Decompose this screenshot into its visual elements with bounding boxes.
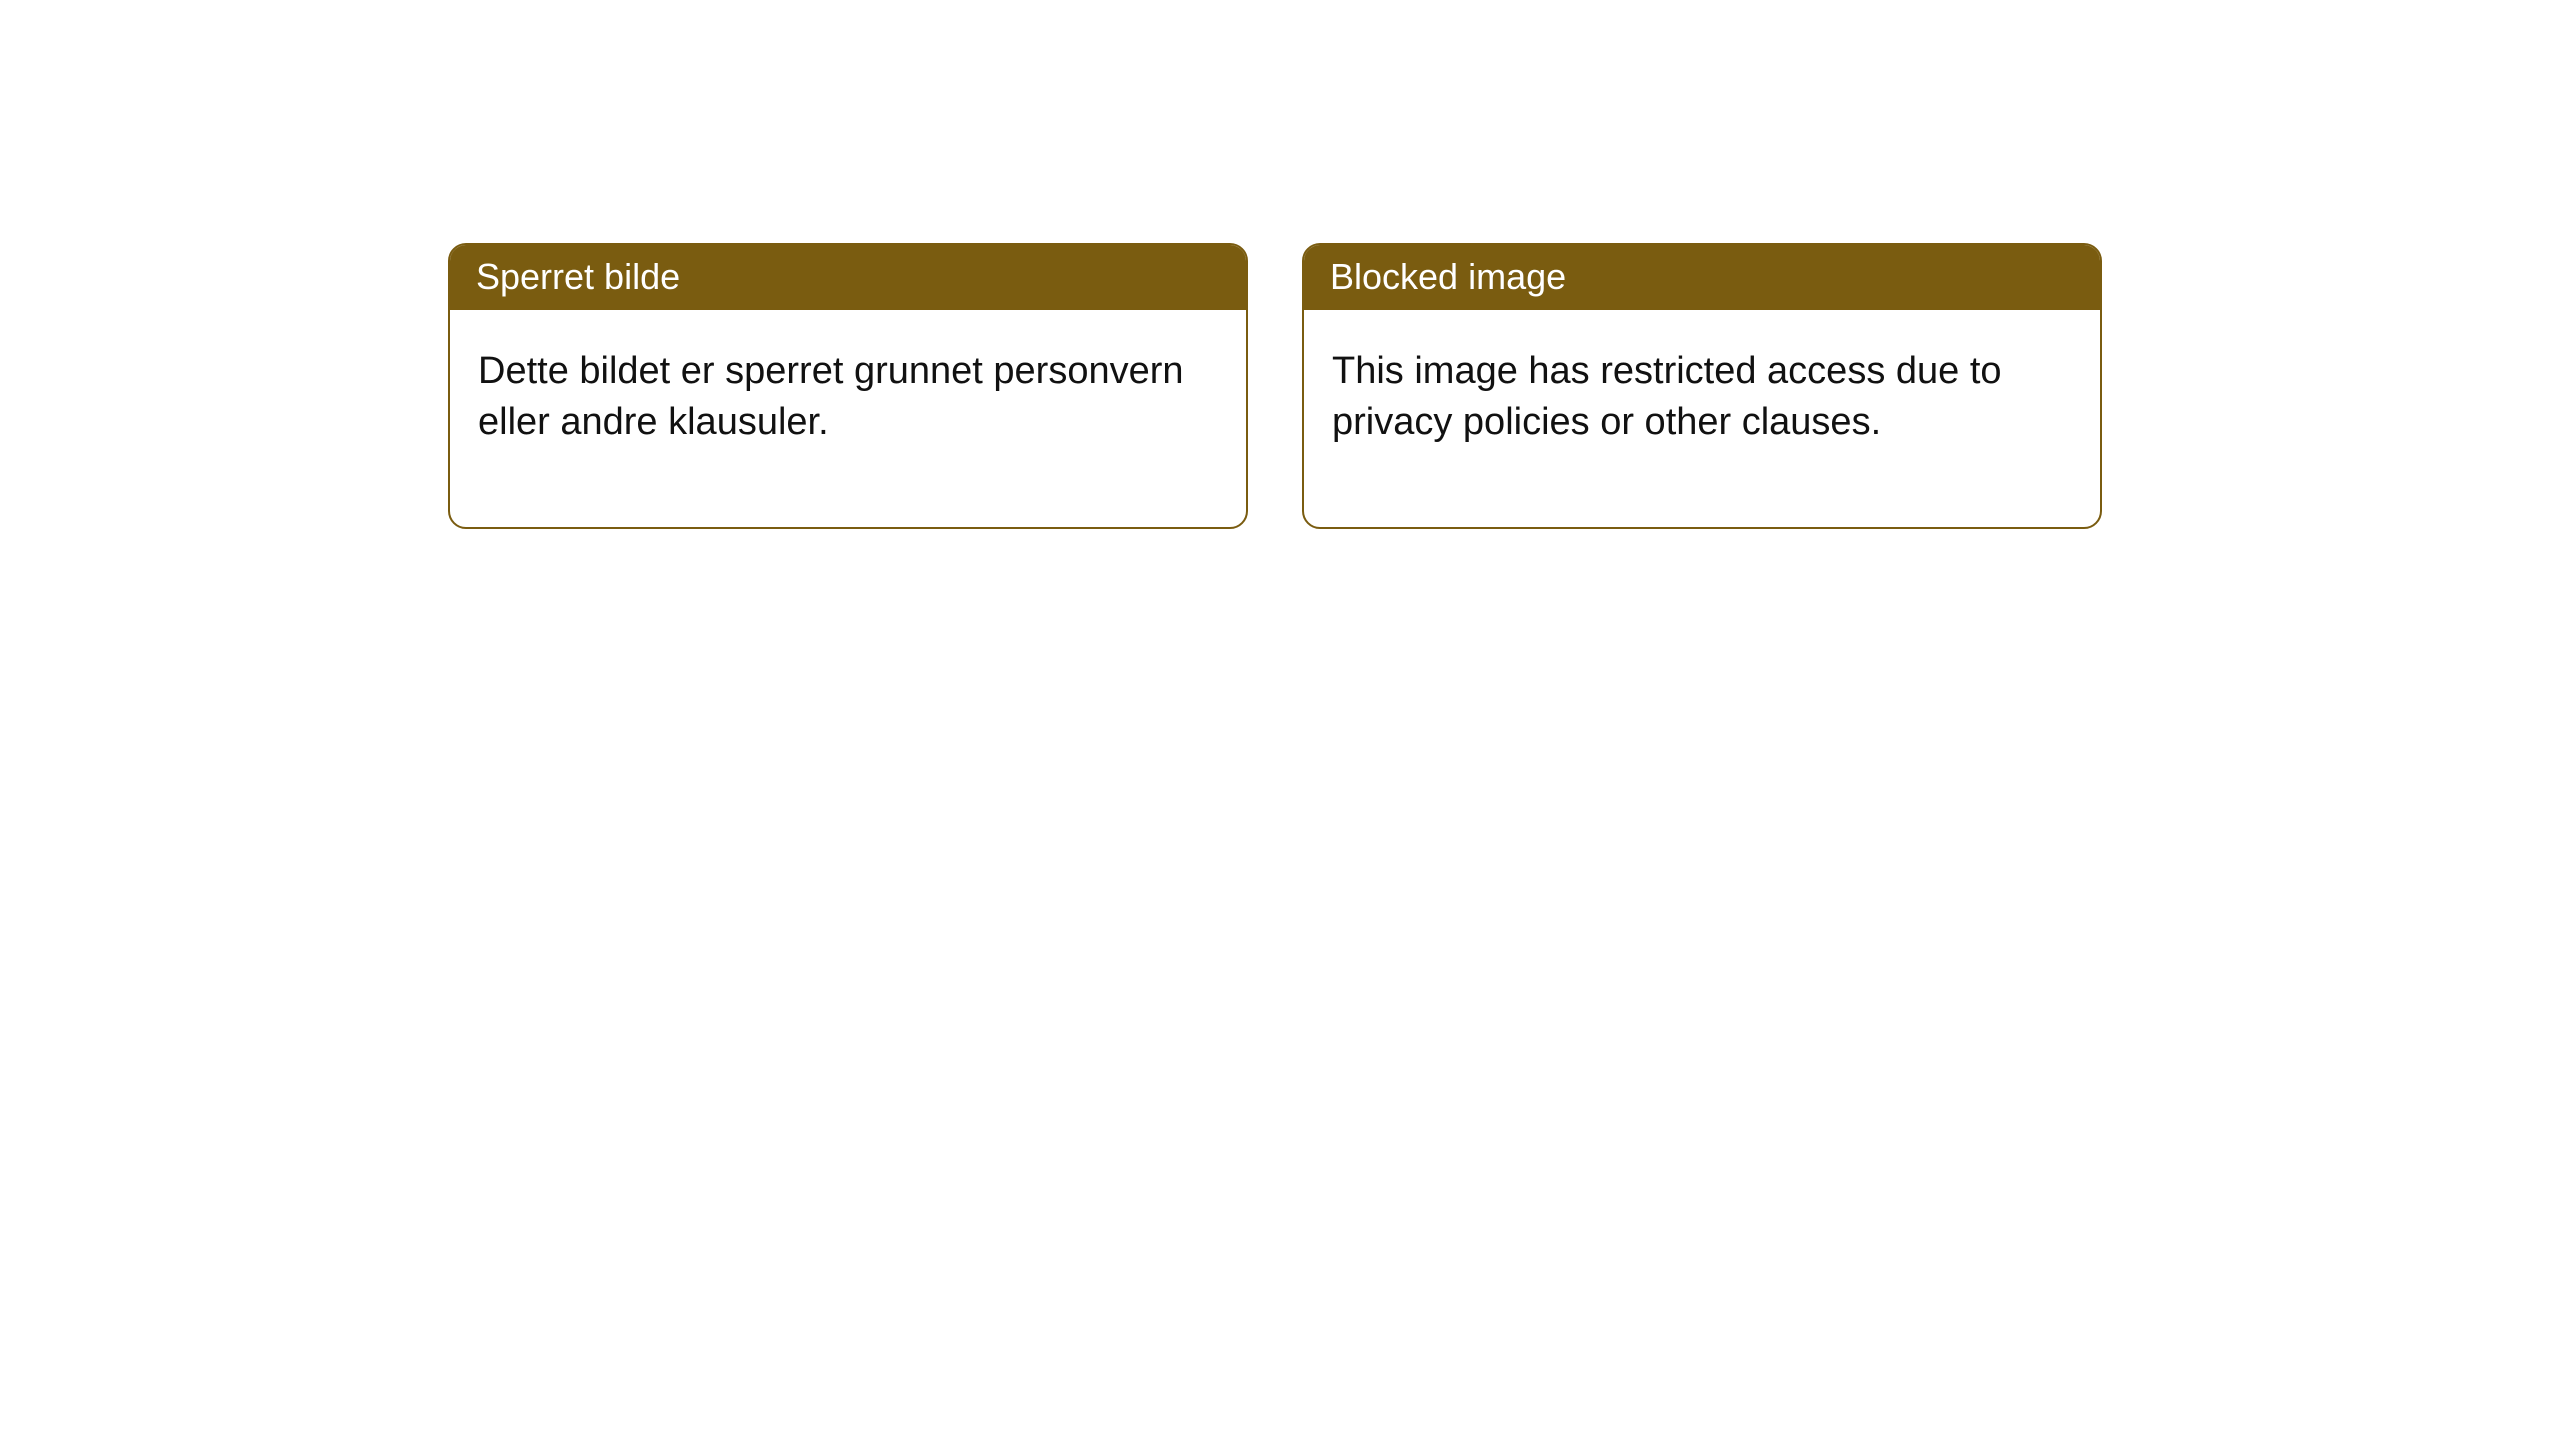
notice-header-english: Blocked image bbox=[1304, 245, 2100, 310]
notice-header-norwegian: Sperret bilde bbox=[450, 245, 1246, 310]
notice-body-english: This image has restricted access due to … bbox=[1304, 310, 2100, 527]
notice-body-norwegian: Dette bildet er sperret grunnet personve… bbox=[450, 310, 1246, 527]
notice-card-norwegian: Sperret bilde Dette bildet er sperret gr… bbox=[448, 243, 1248, 529]
notice-card-english: Blocked image This image has restricted … bbox=[1302, 243, 2102, 529]
notice-container: Sperret bilde Dette bildet er sperret gr… bbox=[0, 0, 2560, 529]
